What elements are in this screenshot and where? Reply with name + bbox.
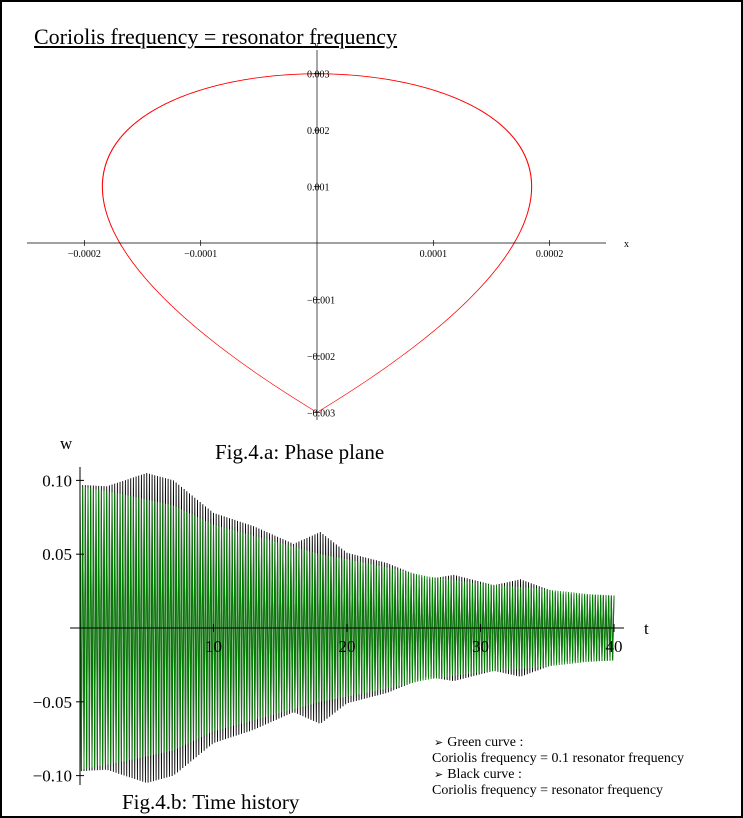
legend-green-label-row: ➢ Green curve : [432, 735, 684, 751]
arrow-bullet-icon: ➢ [434, 736, 444, 749]
legend-green-text: Coriolis frequency = 0.1 resonator frequ… [432, 751, 685, 766]
time-x-axis-label: t [644, 619, 649, 638]
time-x-tick-label: 20 [339, 637, 356, 656]
time-y-axis-label: w [60, 434, 73, 453]
phase-x-tick-label: 0.0001 [420, 249, 448, 260]
phase-y-tick-label: −0.001 [307, 295, 335, 306]
arrow-bullet-icon: ➢ [434, 768, 444, 781]
phase-axes: −0.0002 −0.0001 0.0001 0.0002 0.003 0.002 0.00… [27, 40, 629, 420]
legend-black-label-row: ➢ Black curve : [432, 767, 684, 783]
time-y-tick-label: −0.05 [33, 693, 72, 712]
time-y-tick-label: 0.05 [42, 545, 72, 564]
phase-y-tick-label: 0.003 [307, 70, 330, 81]
phase-x-tick-label: −0.0002 [68, 249, 101, 260]
phase-y-tick-label: −0.003 [307, 408, 335, 419]
green-curve-series [79, 486, 615, 770]
time-y-tick-label: −0.10 [33, 767, 72, 786]
phase-plane-caption: Fig.4.a: Phase plane [215, 440, 385, 464]
time-x-tick-label: 30 [472, 637, 489, 656]
phase-x-tick-label: 0.0002 [536, 249, 564, 260]
time-history-caption: Fig.4.b: Time history [122, 790, 300, 814]
phase-x-tick-label: −0.0001 [184, 249, 217, 260]
page-heading: Coriolis frequency = resonator frequency [34, 24, 398, 49]
phase-x-axis-label: x [624, 239, 629, 250]
time-axes: 10 20 30 40 0.10 0.05 −0.05 −0.10 t w [33, 434, 649, 786]
green-curve-line [79, 486, 615, 770]
phase-y-tick-label: −0.002 [307, 352, 335, 363]
legend-black-text: Coriolis frequency = resonator frequency [432, 783, 664, 798]
phase-y-tick-label: 0.001 [307, 183, 330, 194]
legend-green-label: Green curve : [447, 735, 524, 750]
phase-y-axis-label: v [314, 40, 319, 51]
phase-y-tick-label: 0.002 [307, 126, 330, 137]
legend-black-label: Black curve : [447, 767, 522, 782]
time-y-tick-label: 0.10 [42, 471, 72, 490]
legend: ➢ Green curve : Coriolis frequency = 0.1 … [432, 735, 684, 799]
time-x-tick-label: 40 [606, 637, 623, 656]
time-x-tick-label: 10 [205, 637, 222, 656]
